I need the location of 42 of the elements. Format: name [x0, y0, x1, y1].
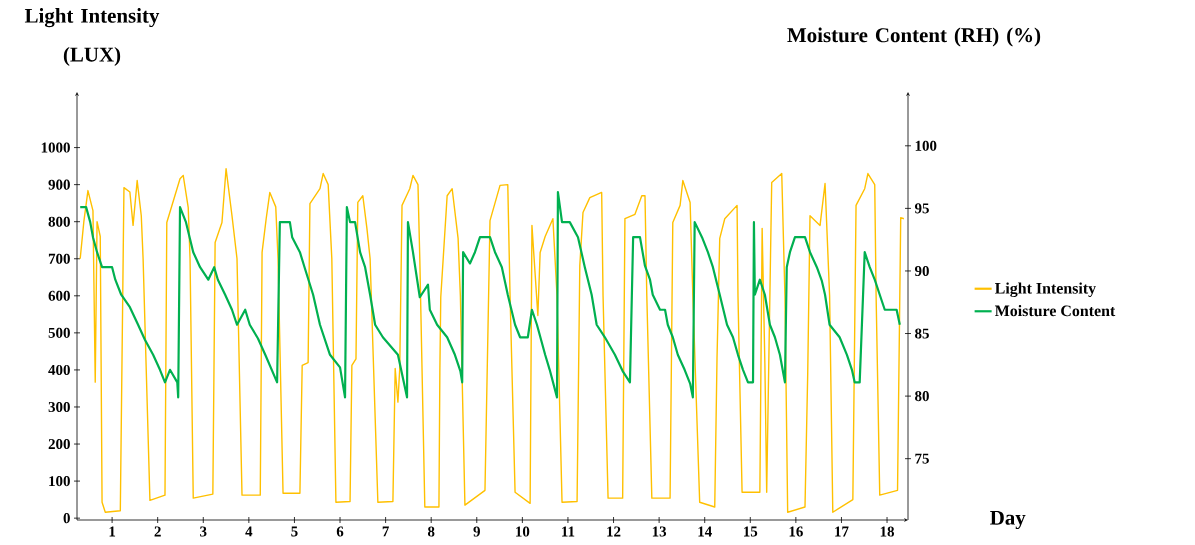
x-tick-label: 16	[789, 526, 803, 537]
y-tick-label: 0	[63, 513, 70, 524]
y-tick-label: 300	[48, 401, 70, 413]
x-tick-label: 2	[154, 526, 161, 537]
y2-tick-label: 80	[915, 391, 929, 402]
x-tick-label: 3	[200, 526, 207, 537]
y2-tick-label: 95	[914, 203, 929, 214]
y-tick-label: 800	[48, 216, 70, 227]
y-tick-label: 500	[48, 327, 70, 338]
y-tick-label: 600	[48, 290, 70, 301]
line-series	[79, 168, 905, 513]
y2-tick-label: 75	[915, 453, 929, 464]
legend-label: Moisture Content	[994, 304, 1116, 317]
x-tick-label: 18	[880, 526, 895, 537]
legend-label: Light Intensity	[994, 282, 1096, 298]
y-tick-label: 700	[48, 253, 70, 264]
x-tick-label: 8	[427, 526, 435, 537]
x-tick-label: 15	[744, 526, 758, 537]
x-tick-label: 10	[516, 526, 530, 537]
x-tick-label: 6	[336, 526, 344, 537]
x-tick-label: 14	[698, 526, 712, 537]
x-tick-label: 7	[382, 526, 389, 537]
y-tick-label: 400	[48, 364, 70, 375]
line-series	[79, 191, 901, 399]
y-tick-label: 100	[49, 476, 70, 487]
x-tick-label: 1	[109, 526, 116, 537]
y-axis-title: Light Intensity (LUX)	[24, 8, 160, 66]
x-tick-label: 17	[835, 526, 849, 537]
x-axis-title: Day	[990, 510, 1026, 530]
x-tick-label: 4	[245, 526, 253, 537]
y-tick-label: 1000	[41, 142, 70, 153]
y2-axis-title: Moisture Content (RH) (%)	[787, 27, 1041, 47]
y2-tick-label: 85	[915, 328, 929, 339]
x-tick-label: 5	[291, 526, 298, 537]
x-tick-label: 11	[562, 526, 575, 537]
y-tick-label: 900	[48, 179, 70, 190]
x-tick-label: 13	[652, 526, 667, 537]
x-tick-label: 12	[607, 526, 621, 537]
x-tick-label: 9	[473, 526, 480, 537]
y2-tick-label: 100	[915, 140, 937, 151]
y-tick-label: 200	[48, 438, 70, 450]
y2-tick-label: 90	[914, 265, 929, 276]
